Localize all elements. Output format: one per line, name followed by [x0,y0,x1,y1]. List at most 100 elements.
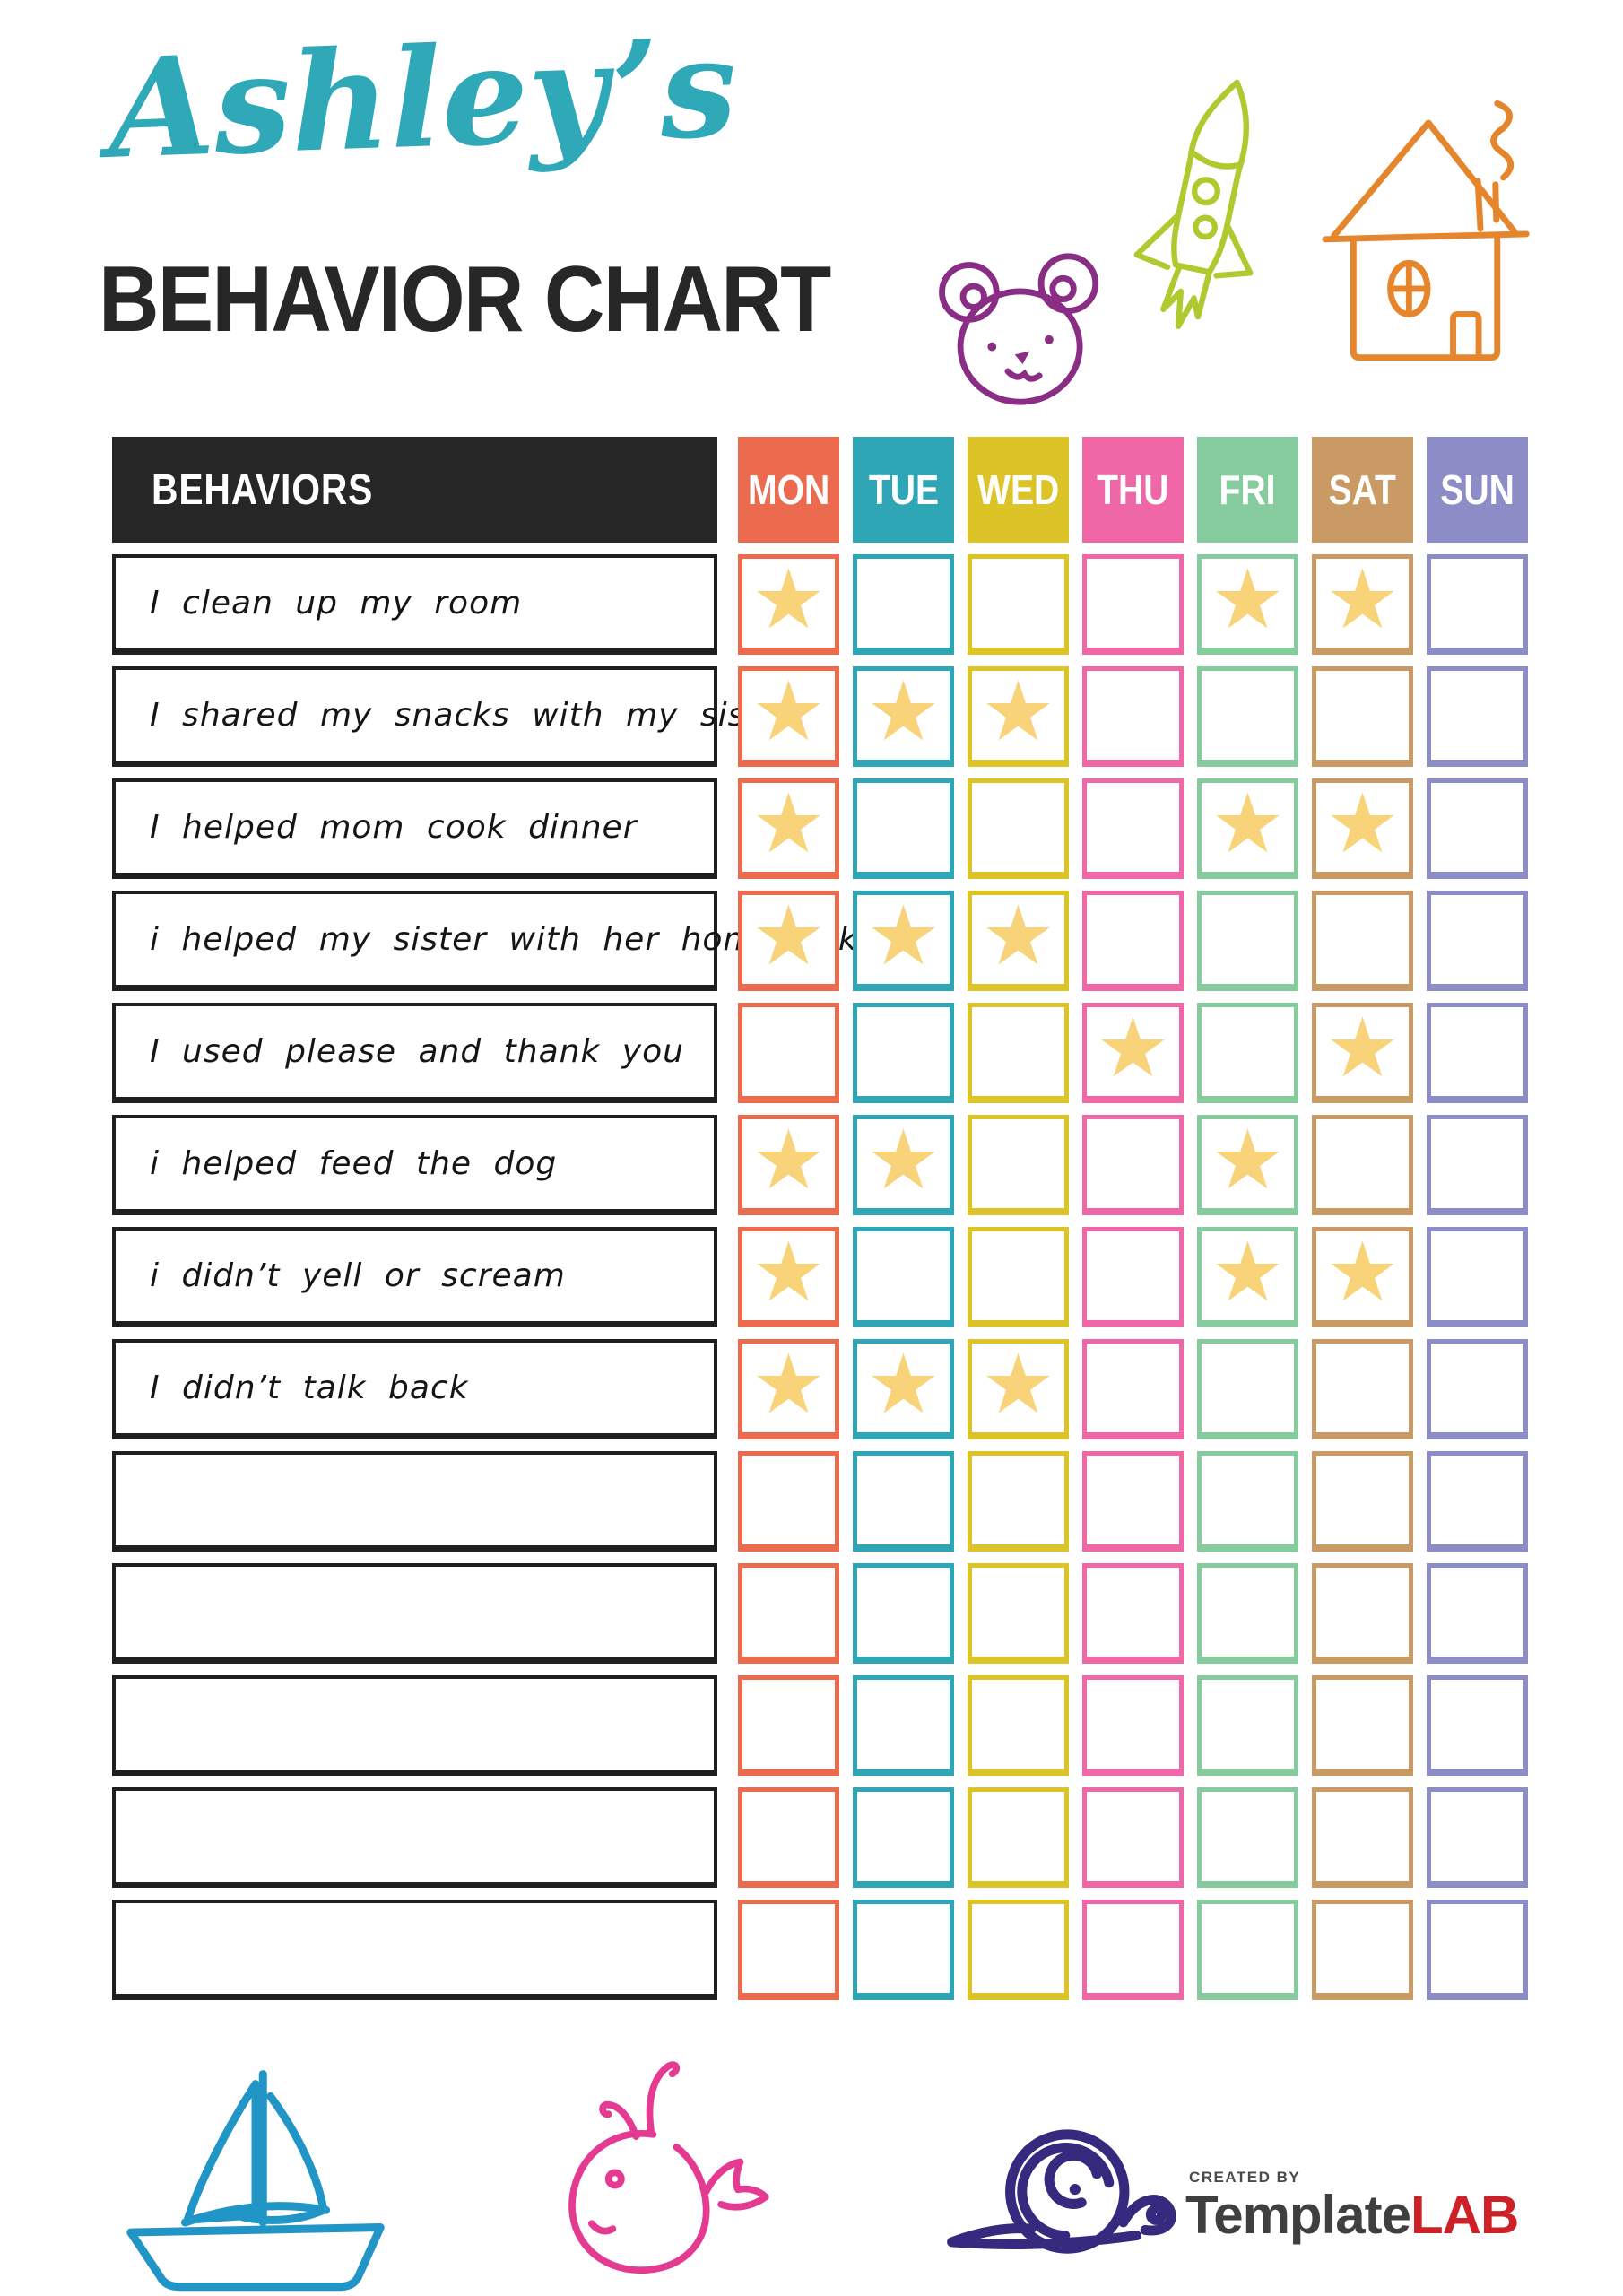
day-cell-mon[interactable] [738,1900,839,2000]
day-cell-sat[interactable]: ★ [1312,1227,1413,1327]
day-cell-thu[interactable] [1082,1787,1184,1888]
day-cell-tue[interactable]: ★ [853,1339,954,1439]
day-cell-mon[interactable] [738,1675,839,1776]
behavior-label-box: I used please and thank you [112,1003,717,1103]
day-cell-mon[interactable]: ★ [738,1339,839,1439]
day-cell-sat[interactable] [1312,1900,1413,2000]
day-cell-wed[interactable] [968,1227,1069,1327]
day-cell-tue[interactable] [853,554,954,655]
day-cell-thu[interactable]: ★ [1082,1003,1184,1103]
day-cell-mon[interactable] [738,1003,839,1103]
day-cell-sun[interactable] [1427,1115,1528,1215]
day-cell-sun[interactable] [1427,1675,1528,1776]
day-cell-thu[interactable] [1082,1563,1184,1664]
day-cell-sat[interactable] [1312,1339,1413,1439]
day-cell-sat[interactable]: ★ [1312,1003,1413,1103]
day-cell-sun[interactable] [1427,1003,1528,1103]
day-cell-mon[interactable] [738,1563,839,1664]
day-cell-tue[interactable]: ★ [853,891,954,991]
day-header-fri: FRI [1197,437,1298,543]
day-cell-fri[interactable] [1197,1451,1298,1552]
day-cell-tue[interactable]: ★ [853,666,954,767]
day-cell-sun[interactable] [1427,1227,1528,1327]
day-cell-wed[interactable] [968,554,1069,655]
day-cell-sat[interactable] [1312,1675,1413,1776]
day-cell-tue[interactable] [853,1227,954,1327]
day-cell-mon[interactable]: ★ [738,778,839,879]
behavior-label-box: I clean up my room [112,554,717,655]
day-cell-mon[interactable]: ★ [738,554,839,655]
day-cell-mon[interactable]: ★ [738,891,839,991]
day-header-wed: WED [968,437,1069,543]
day-cell-sun[interactable] [1427,1900,1528,2000]
day-cell-tue[interactable]: ★ [853,1115,954,1215]
day-cell-tue[interactable] [853,1900,954,2000]
page-title: BEHAVIOR CHART [99,248,831,352]
day-cell-sun[interactable] [1427,666,1528,767]
day-cell-fri[interactable] [1197,1563,1298,1664]
day-cell-sat[interactable]: ★ [1312,778,1413,879]
behavior-row [112,1900,1528,2000]
day-cell-tue[interactable] [853,1787,954,1888]
day-cell-thu[interactable] [1082,666,1184,767]
day-cell-thu[interactable] [1082,1115,1184,1215]
day-cell-tue[interactable] [853,1675,954,1776]
day-cell-thu[interactable] [1082,1675,1184,1776]
day-cell-fri[interactable] [1197,1787,1298,1888]
day-cell-sat[interactable] [1312,666,1413,767]
day-cell-sat[interactable] [1312,1563,1413,1664]
day-cell-thu[interactable] [1082,1451,1184,1552]
day-cell-wed[interactable] [968,1675,1069,1776]
day-cell-thu[interactable] [1082,1900,1184,2000]
day-cell-fri[interactable]: ★ [1197,1227,1298,1327]
day-cell-tue[interactable] [853,1003,954,1103]
day-cell-wed[interactable]: ★ [968,891,1069,991]
day-cell-wed[interactable] [968,1451,1069,1552]
day-cell-sun[interactable] [1427,1451,1528,1552]
day-cell-wed[interactable] [968,1003,1069,1103]
day-cell-wed[interactable] [968,1115,1069,1215]
day-cell-mon[interactable] [738,1787,839,1888]
day-cell-wed[interactable] [968,778,1069,879]
child-name-script: Ashley’s [105,6,740,189]
day-cell-wed[interactable] [968,1900,1069,2000]
day-cell-wed[interactable]: ★ [968,1339,1069,1439]
day-cell-sun[interactable] [1427,1787,1528,1888]
star-icon: ★ [1211,1112,1285,1209]
day-cell-fri[interactable]: ★ [1197,1115,1298,1215]
day-cell-fri[interactable] [1197,1675,1298,1776]
day-cell-fri[interactable]: ★ [1197,554,1298,655]
day-cell-sun[interactable] [1427,1563,1528,1664]
day-cell-fri[interactable] [1197,666,1298,767]
day-cell-wed[interactable]: ★ [968,666,1069,767]
day-cell-fri[interactable] [1197,1003,1298,1103]
day-cell-mon[interactable] [738,1451,839,1552]
day-cell-thu[interactable] [1082,1339,1184,1439]
day-cell-fri[interactable]: ★ [1197,778,1298,879]
day-cell-mon[interactable]: ★ [738,1227,839,1327]
day-cell-tue[interactable] [853,1451,954,1552]
day-cell-fri[interactable] [1197,1339,1298,1439]
day-cell-sat[interactable]: ★ [1312,554,1413,655]
day-cell-sat[interactable] [1312,891,1413,991]
day-cell-wed[interactable] [968,1787,1069,1888]
day-cell-thu[interactable] [1082,778,1184,879]
day-cell-mon[interactable]: ★ [738,1115,839,1215]
day-cell-tue[interactable] [853,1563,954,1664]
day-cell-sun[interactable] [1427,554,1528,655]
day-cell-sun[interactable] [1427,1339,1528,1439]
day-cell-fri[interactable] [1197,891,1298,991]
day-cell-wed[interactable] [968,1563,1069,1664]
day-cell-thu[interactable] [1082,554,1184,655]
day-cell-fri[interactable] [1197,1900,1298,2000]
day-cell-mon[interactable]: ★ [738,666,839,767]
day-cell-sat[interactable] [1312,1115,1413,1215]
day-cell-sat[interactable] [1312,1787,1413,1888]
day-cell-sun[interactable] [1427,778,1528,879]
day-cell-thu[interactable] [1082,1227,1184,1327]
behavior-label-box [112,1451,717,1552]
day-cell-tue[interactable] [853,778,954,879]
day-cell-sun[interactable] [1427,891,1528,991]
day-cell-thu[interactable] [1082,891,1184,991]
day-cell-sat[interactable] [1312,1451,1413,1552]
